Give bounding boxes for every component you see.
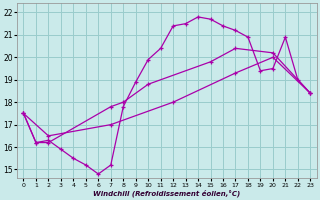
X-axis label: Windchill (Refroidissement éolien,°C): Windchill (Refroidissement éolien,°C) [93,189,241,197]
